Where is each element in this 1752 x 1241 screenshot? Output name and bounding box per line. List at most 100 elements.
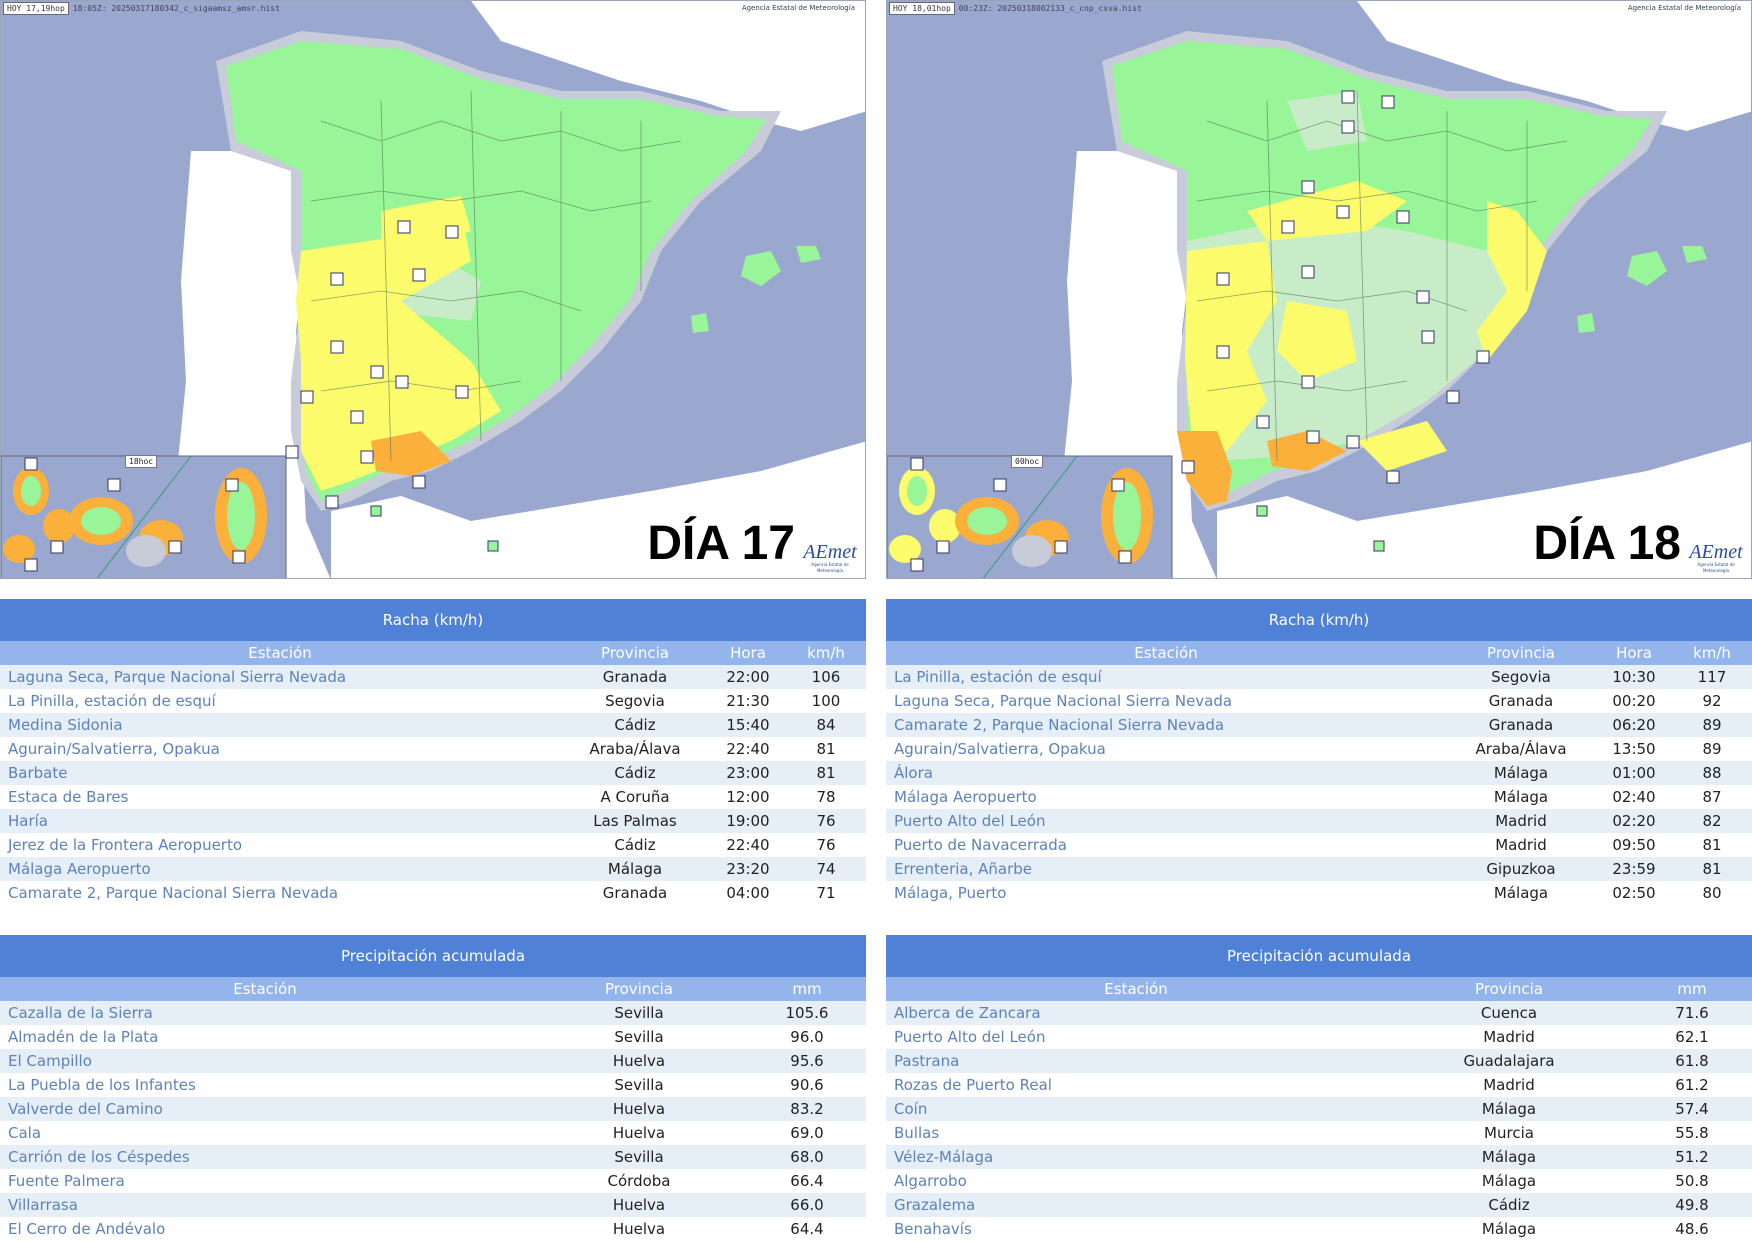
station-link[interactable]: Puerto de Navacerrada [894, 836, 1067, 854]
province-cell: Madrid [1483, 1076, 1535, 1094]
station-link[interactable]: Medina Sidonia [8, 716, 123, 734]
station-link[interactable]: Camarate 2, Parque Nacional Sierra Nevad… [894, 716, 1225, 734]
map-agency: Agencia Estatal de Meteorología [741, 4, 855, 12]
table-body: Alberca de Zancara Cuenca 71.6 Puerto Alto… [886, 1001, 1752, 1241]
value-cell: 64.4 [790, 1220, 824, 1238]
table-row: El Campillo Huelva 95.6 [0, 1049, 866, 1073]
map-graphic [1, 1, 865, 578]
station-link[interactable]: Errenteria, Añarbe [894, 860, 1033, 878]
station-link[interactable]: Cazalla de la Sierra [8, 1004, 153, 1022]
province-cell: Sevilla [614, 1004, 664, 1022]
province-cell: Málaga [1493, 764, 1549, 782]
province-cell: Segovia [605, 692, 665, 710]
header-time: Hora [1616, 644, 1652, 662]
table-row: Algarrobo Málaga 50.8 [886, 1169, 1752, 1193]
station-link[interactable]: Laguna Seca, Parque Nacional Sierra Neva… [8, 668, 347, 686]
province-cell: Madrid [1495, 812, 1547, 830]
station-link[interactable]: Puerto Alto del León [894, 1028, 1046, 1046]
station-link[interactable]: El Cerro de Andévalo [8, 1220, 166, 1238]
time-cell: 13:50 [1612, 740, 1656, 758]
table-row: Rozas de Puerto Real Madrid 61.2 [886, 1073, 1752, 1097]
value-cell: 55.8 [1675, 1124, 1709, 1142]
value-cell: 106 [811, 668, 841, 686]
table-row: Vélez-Málaga Málaga 51.2 [886, 1145, 1752, 1169]
station-link[interactable]: Benahavís [894, 1220, 972, 1238]
table-row: La Pinilla, estación de esquí Segovia 10:3… [886, 665, 1752, 689]
value-cell: 68.0 [790, 1148, 824, 1166]
station-link[interactable]: Jerez de la Frontera Aeropuerto [8, 836, 243, 854]
map-header-day: HOY 18,01hop [889, 2, 955, 15]
station-link[interactable]: La Pinilla, estación de esquí [894, 668, 1102, 686]
station-link[interactable]: Vélez-Málaga [894, 1148, 994, 1166]
station-link[interactable]: Málaga, Puerto [894, 884, 1007, 902]
table-row: Puerto de Navacerrada Madrid 09:50 81 [886, 833, 1752, 857]
day-label: DÍA 18 [1533, 517, 1681, 570]
province-cell: Huelva [612, 1196, 666, 1214]
province-cell: Huelva [612, 1100, 666, 1118]
warning-map: HOY 18,01hop 00:23Z: 20250318002133_c_cn… [886, 0, 1752, 579]
province-cell: Cuenca [1480, 1004, 1538, 1022]
station-link[interactable]: El Campillo [8, 1052, 92, 1070]
station-link[interactable]: Agurain/Salvatierra, Opakua [894, 740, 1106, 758]
table-row: Estaca de Bares A Coruña 12:00 78 [0, 785, 866, 809]
table-row: Pastrana Guadalajara 61.8 [886, 1049, 1752, 1073]
station-link[interactable]: Carrión de los Céspedes [8, 1148, 190, 1166]
value-cell: 81 [1702, 836, 1722, 854]
station-link[interactable]: Puerto Alto del León [894, 812, 1046, 830]
value-cell: 90.6 [790, 1076, 824, 1094]
province-cell: Málaga [1481, 1148, 1537, 1166]
value-cell: 48.6 [1675, 1220, 1709, 1238]
time-cell: 22:00 [726, 668, 770, 686]
station-link[interactable]: Valverde del Camino [8, 1100, 163, 1118]
time-cell: 06:20 [1612, 716, 1656, 734]
station-link[interactable]: Algarrobo [894, 1172, 967, 1190]
station-link[interactable]: Laguna Seca, Parque Nacional Sierra Neva… [894, 692, 1233, 710]
station-link[interactable]: Alberca de Zancara [894, 1004, 1041, 1022]
station-link[interactable]: Barbate [8, 764, 68, 782]
station-link[interactable]: La Puebla de los Infantes [8, 1076, 196, 1094]
time-cell: 10:30 [1612, 668, 1656, 686]
station-link[interactable]: Agurain/Salvatierra, Opakua [8, 740, 220, 758]
table-row: Málaga Aeropuerto Málaga 02:40 87 [886, 785, 1752, 809]
station-link[interactable]: Bullas [894, 1124, 940, 1142]
value-cell: 62.1 [1675, 1028, 1709, 1046]
day-label: DÍA 17 [647, 517, 795, 570]
value-cell: 78 [816, 788, 836, 806]
time-cell: 09:50 [1612, 836, 1656, 854]
station-link[interactable]: Camarate 2, Parque Nacional Sierra Nevad… [8, 884, 339, 902]
value-cell: 89 [1702, 740, 1722, 758]
province-cell: Granada [602, 668, 668, 686]
aemet-logo-sub: Agencia Estatal de Meteorología [811, 562, 849, 573]
inset-time-label: 00hoc [1011, 455, 1044, 468]
station-link[interactable]: Coín [894, 1100, 928, 1118]
station-link[interactable]: Cala [8, 1124, 42, 1142]
table-row: Valverde del Camino Huelva 83.2 [0, 1097, 866, 1121]
map-graphic [887, 1, 1751, 578]
table-row: Errenteria, Añarbe Gipuzkoa 23:59 81 [886, 857, 1752, 881]
value-cell: 61.2 [1675, 1076, 1709, 1094]
station-link[interactable]: Grazalema [894, 1196, 976, 1214]
station-link[interactable]: Haría [8, 812, 48, 830]
header-time: Hora [730, 644, 766, 662]
value-cell: 105.6 [785, 1004, 829, 1022]
value-cell: 80 [1702, 884, 1722, 902]
station-link[interactable]: Estaca de Bares [8, 788, 129, 806]
station-link[interactable]: Rozas de Puerto Real [894, 1076, 1052, 1094]
station-link[interactable]: Fuente Palmera [8, 1172, 125, 1190]
station-link[interactable]: Málaga Aeropuerto [894, 788, 1037, 806]
station-link[interactable]: Almadén de la Plata [8, 1028, 159, 1046]
value-cell: 61.8 [1675, 1052, 1709, 1070]
table-body: Cazalla de la Sierra Sevilla 105.6 Almadén… [0, 1001, 866, 1241]
province-cell: Araba/Álava [589, 740, 681, 758]
station-link[interactable]: Villarrasa [8, 1196, 78, 1214]
time-cell: 23:00 [726, 764, 770, 782]
station-link[interactable]: Málaga Aeropuerto [8, 860, 151, 878]
time-cell: 12:00 [726, 788, 770, 806]
station-link[interactable]: Pastrana [894, 1052, 960, 1070]
value-cell: 66.4 [790, 1172, 824, 1190]
table-row: Jerez de la Frontera Aeropuerto Cádiz 22:4… [0, 833, 866, 857]
station-link[interactable]: La Pinilla, estación de esquí [8, 692, 216, 710]
station-link[interactable]: Álora [894, 764, 933, 782]
value-cell: 89 [1702, 716, 1722, 734]
map-header-file: 18:05Z: 20250317180342_c_sigaamsz_amsr.h… [72, 4, 280, 13]
